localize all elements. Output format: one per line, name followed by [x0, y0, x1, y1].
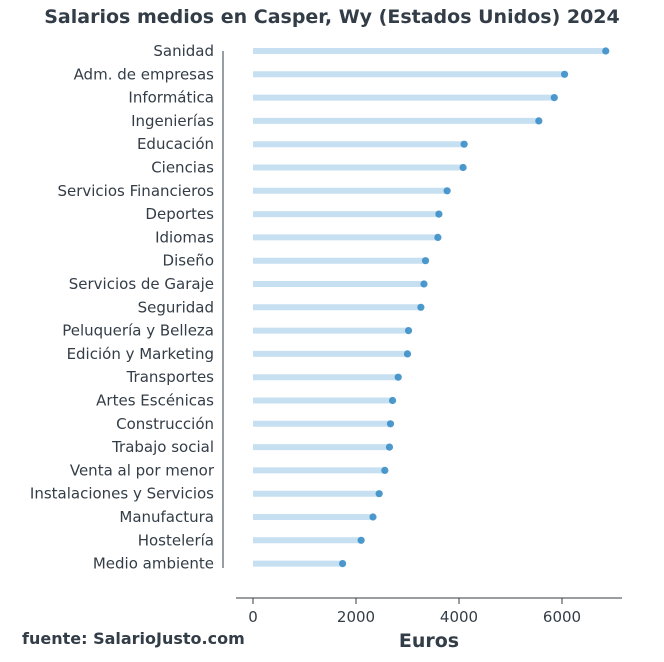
data-point-11 [417, 303, 425, 311]
category-label-5: Ciencias [151, 159, 214, 177]
data-point-22 [339, 560, 347, 568]
category-label-8: Idiomas [155, 228, 214, 246]
category-label-21: Hostelería [138, 531, 214, 549]
data-point-16 [386, 420, 395, 428]
bars-group [253, 47, 610, 568]
data-point-3 [535, 117, 543, 125]
data-point-12 [404, 327, 413, 335]
category-label-0: Sanidad [153, 42, 214, 60]
data-point-8 [434, 233, 442, 241]
data-point-21 [357, 536, 365, 544]
category-label-17: Trabajo social [111, 438, 214, 456]
data-point-17 [385, 443, 394, 451]
data-point-14 [394, 373, 402, 381]
data-point-13 [403, 350, 412, 358]
category-label-7: Deportes [145, 205, 214, 223]
category-label-14: Transportes [126, 368, 215, 386]
category-labels: Sanidad Adm. de empresas Informática Ingeni… [30, 42, 215, 573]
category-label-6: Servicios Financieros [57, 182, 214, 200]
category-label-18: Venta al por menor [70, 461, 215, 479]
category-label-13: Edición y Marketing [67, 345, 214, 363]
category-label-3: Ingenierías [131, 112, 214, 130]
category-label-10: Servicios de Garaje [69, 275, 214, 293]
source-note: fuente: SalarioJusto.com [22, 629, 245, 648]
data-point-5 [459, 163, 467, 172]
x-tick-label-2: 4000 [440, 608, 478, 626]
data-point-7 [435, 210, 443, 218]
x-axis-title: Euros [399, 630, 459, 652]
category-label-11: Seguridad [138, 298, 214, 316]
category-label-22: Medio ambiente [93, 555, 214, 573]
data-point-6 [443, 187, 451, 195]
data-point-4 [460, 140, 468, 148]
category-label-2: Informática [128, 89, 214, 107]
data-point-19 [375, 490, 383, 498]
category-label-20: Manufactura [119, 508, 214, 526]
category-label-4: Educación [137, 135, 214, 153]
category-label-1: Adm. de empresas [74, 65, 215, 83]
category-label-9: Diseño [163, 252, 214, 270]
data-point-18 [381, 466, 389, 474]
x-tick-label-1: 2000 [337, 608, 375, 626]
data-point-20 [369, 513, 377, 521]
x-axis: 0 2000 4000 6000 [236, 597, 622, 626]
category-label-12: Peluquería y Belleza [62, 322, 214, 340]
data-point-1 [560, 70, 569, 78]
category-label-19: Instalaciones y Servicios [30, 485, 214, 503]
category-label-16: Construcción [116, 415, 214, 433]
category-label-15: Artes Escénicas [96, 392, 214, 410]
x-tick-label-3: 6000 [543, 608, 581, 626]
data-point-9 [421, 257, 430, 265]
chart-title: Salarios medios en Casper, Wy (Estados U… [44, 6, 620, 28]
x-tick-label-0: 0 [248, 608, 258, 626]
data-point-0 [602, 47, 610, 55]
data-point-15 [388, 396, 397, 405]
data-point-10 [420, 280, 428, 288]
data-point-2 [550, 94, 558, 102]
